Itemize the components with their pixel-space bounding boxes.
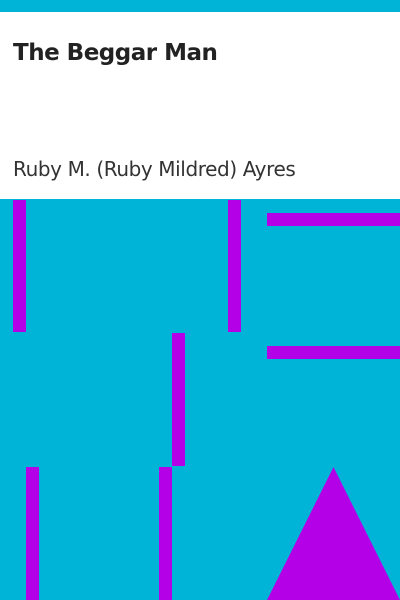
artwork-vertical-bar bbox=[159, 467, 172, 600]
artwork-vertical-bar bbox=[228, 200, 241, 332]
title-panel: The Beggar Man Ruby M. (Ruby Mildred) Ay… bbox=[0, 12, 400, 199]
book-author: Ruby M. (Ruby Mildred) Ayres bbox=[13, 157, 296, 181]
artwork-triangle bbox=[267, 467, 400, 600]
artwork-horizontal-bar bbox=[267, 346, 400, 359]
cover-artwork bbox=[0, 200, 400, 600]
artwork-vertical-bar bbox=[13, 200, 26, 332]
artwork-horizontal-bar bbox=[267, 213, 400, 226]
artwork-vertical-bar bbox=[26, 467, 39, 600]
artwork-vertical-bar bbox=[172, 333, 185, 466]
top-stripe bbox=[0, 0, 400, 12]
book-title: The Beggar Man bbox=[13, 40, 218, 66]
